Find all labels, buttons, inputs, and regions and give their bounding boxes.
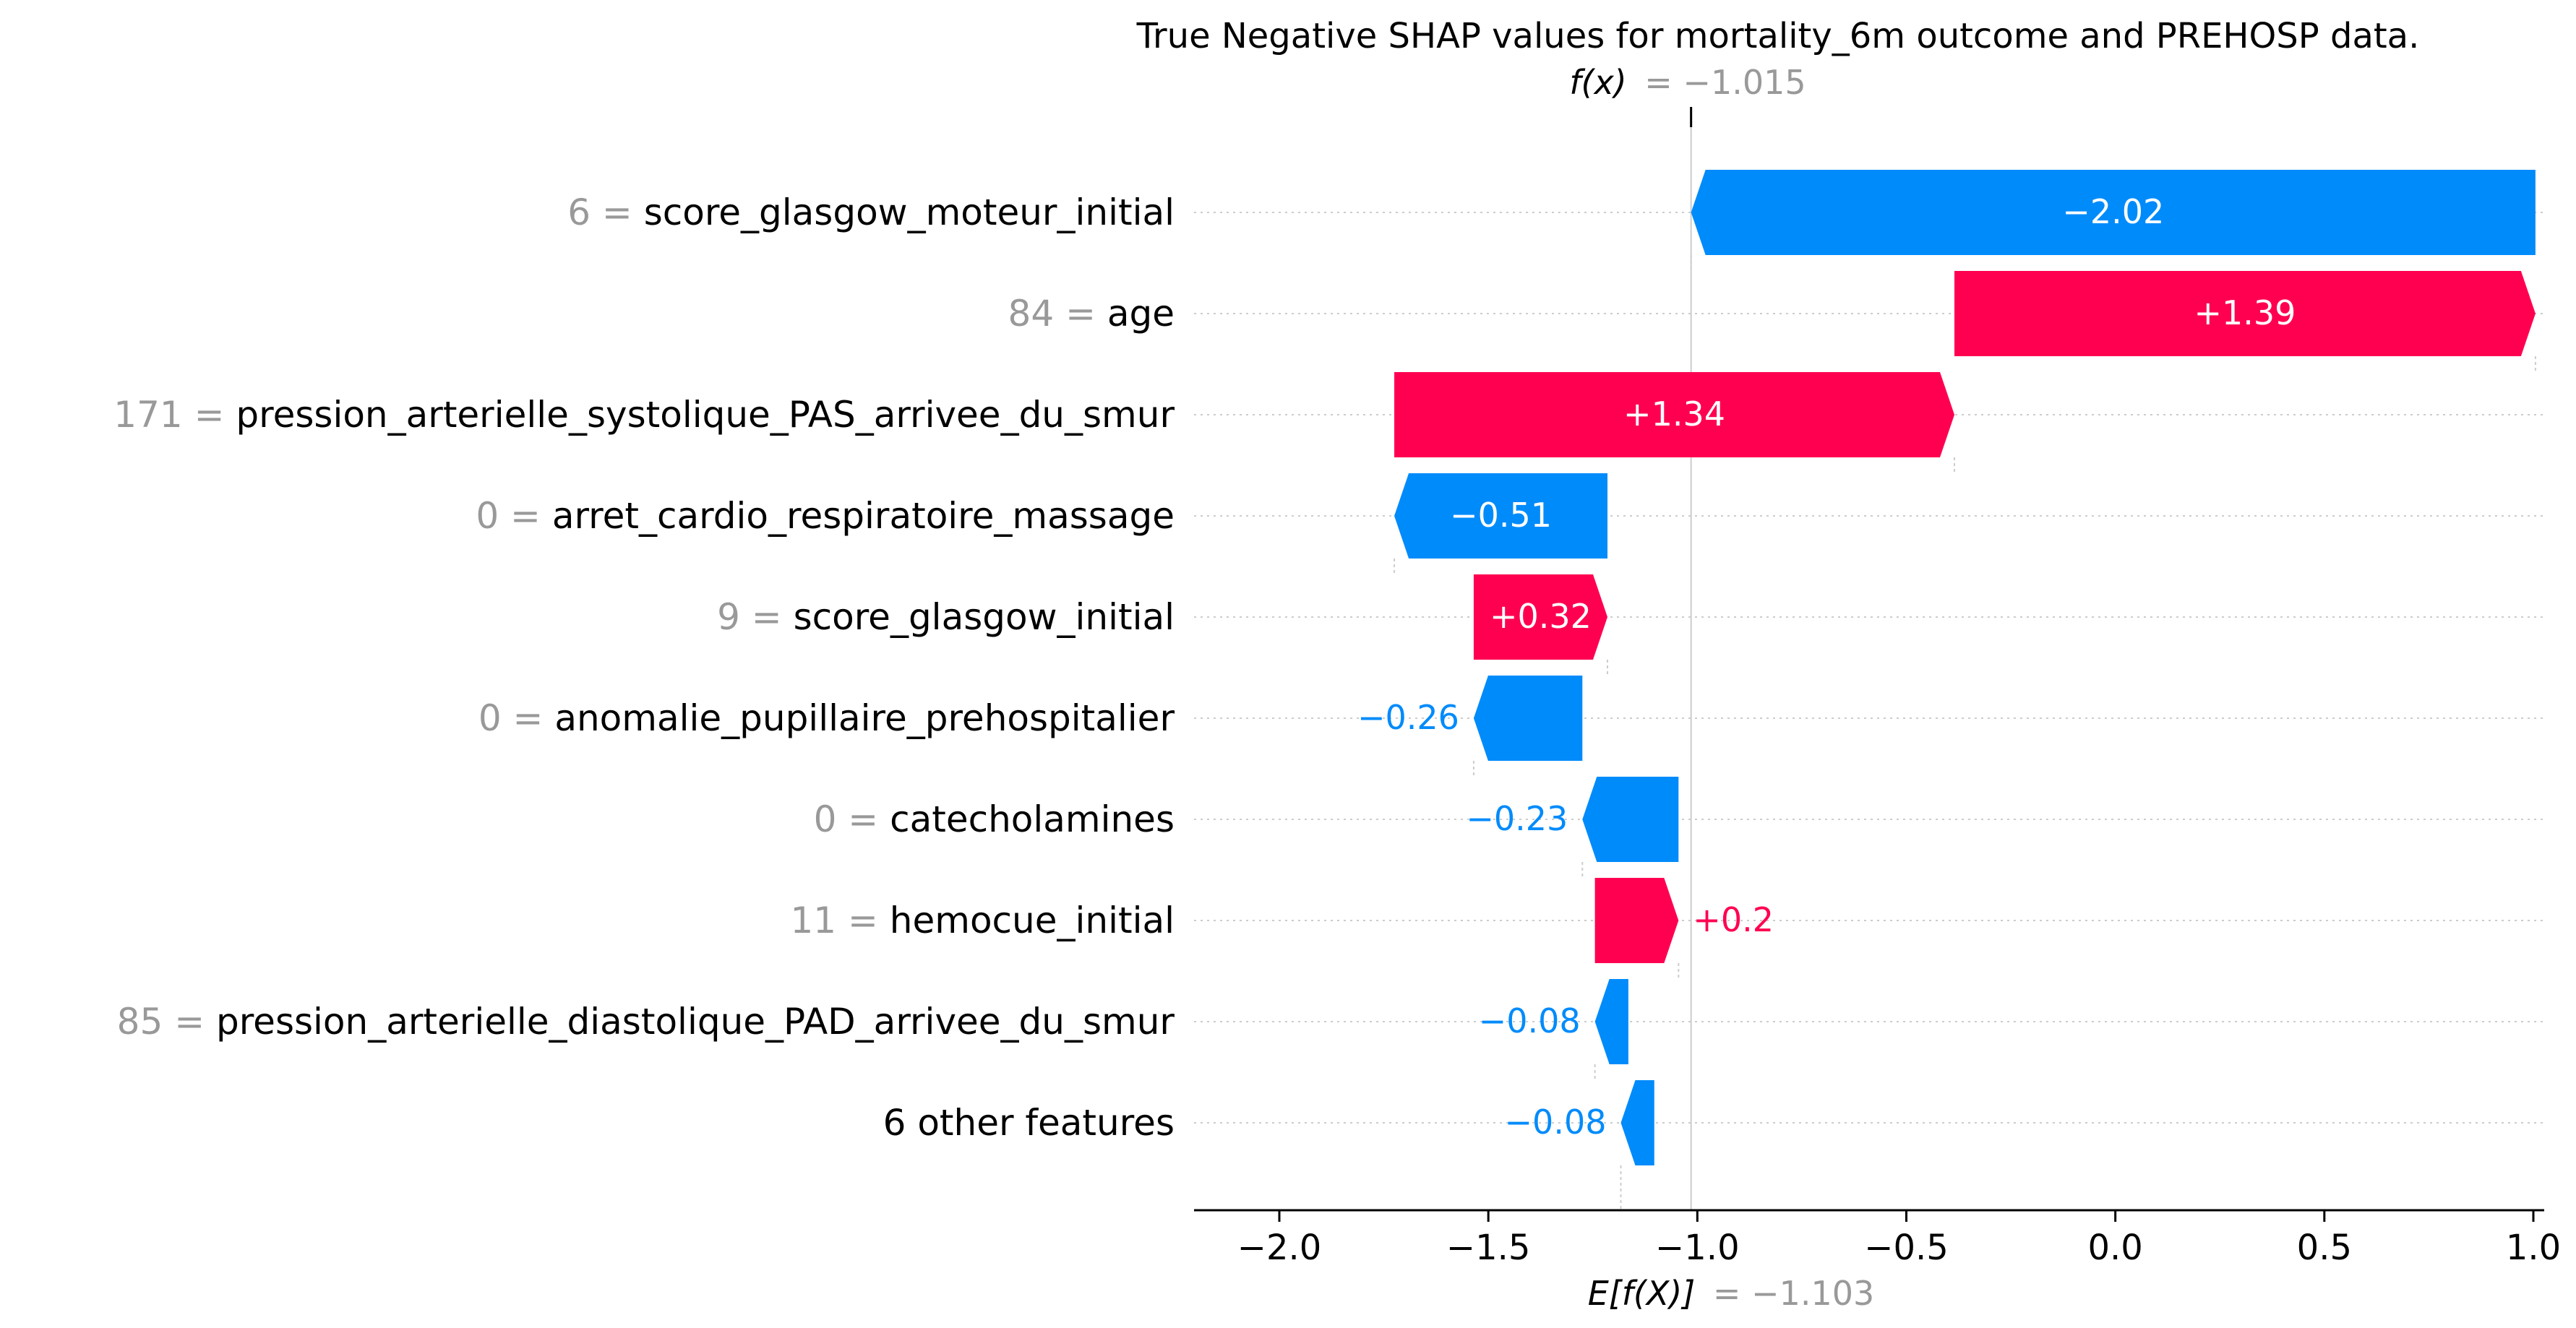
efx-annotation: E[f(X)] = −1.103 [1588,1274,1875,1313]
chart-title: True Negative SHAP values for mortality_… [1136,16,2420,56]
fx-annotation: f(x) = −1.015 [1569,63,1806,102]
feature-value: 0 = [476,495,552,537]
bar-value-label: −0.08 [1479,1001,1581,1040]
feature-name: catecholamines [890,798,1175,840]
feature-name: hemocue_initial [890,900,1175,941]
feature-label: 171 = pression_arterielle_systolique_PAS… [113,394,1175,436]
feature-label: 11 = hemocue_initial [790,900,1175,941]
feature-name: arret_cardio_respiratoire_massage [552,495,1175,537]
fx-label: f(x) [1569,63,1626,102]
feature-value: 0 = [814,798,890,840]
x-tick-label: 1.0 [2506,1228,2561,1268]
waterfall-bar [1582,777,1679,862]
efx-label: E[f(X)] [1588,1274,1696,1313]
waterfall-bar [1954,271,2536,356]
bar-value-label: −0.08 [1505,1103,1607,1142]
fx-value: = −1.015 [1644,63,1806,102]
feature-name: score_glasgow_moteur_initial [644,191,1175,233]
feature-value: 0 = [478,697,555,739]
feature-value: 9 = [717,596,794,638]
x-tick-label: 0.0 [2087,1228,2142,1268]
waterfall-bar [1594,979,1628,1064]
feature-name: age [1107,293,1175,335]
bar-value-label: +1.39 [2194,293,2296,332]
feature-value: 6 = [567,191,644,233]
feature-label: 0 = arret_cardio_respiratoire_massage [476,495,1175,537]
feature-name: pression_arterielle_diastolique_PAD_arri… [216,1001,1175,1043]
x-tick-label: −0.5 [1864,1228,1949,1268]
waterfall-bar [1594,878,1679,963]
bar-value-label: −0.51 [1450,496,1552,535]
bar-value-label: −2.02 [2062,192,2164,231]
feature-label: 6 other features [883,1102,1175,1144]
waterfall-bar [1394,473,1607,559]
feature-label: 9 = score_glasgow_initial [717,596,1175,638]
feature-value: 11 = [790,900,889,941]
efx-value: = −1.103 [1713,1274,1874,1313]
feature-label: 0 = anomalie_pupillaire_prehospitalier [478,697,1175,739]
feature-value: 84 = [1008,293,1107,335]
feature-label: 0 = catecholamines [814,798,1175,840]
feature-name: 6 other features [883,1102,1175,1144]
waterfall-bar [1473,574,1607,660]
feature-name: pression_arterielle_systolique_PAS_arriv… [236,394,1175,436]
bar-value-label: +1.34 [1623,394,1725,434]
waterfall-bar [1473,676,1583,761]
feature-label: 85 = pression_arterielle_diastolique_PAD… [117,1001,1175,1043]
feature-name: anomalie_pupillaire_prehospitalier [554,697,1175,739]
x-tick-label: −2.0 [1237,1228,1322,1268]
bar-value-label: −0.23 [1466,799,1568,838]
waterfall-bar [1620,1080,1654,1165]
x-tick-label: 0.5 [2297,1228,2352,1268]
feature-value: 171 = [113,394,236,436]
waterfall-bar [1394,372,1955,457]
bar-value-label: +0.2 [1693,900,1774,939]
x-tick-label: −1.5 [1446,1228,1531,1268]
feature-value: 85 = [117,1001,216,1043]
x-tick-label: −1.0 [1655,1228,1740,1268]
bar-value-label: +0.32 [1490,597,1592,636]
waterfall-bar [1691,170,2536,255]
feature-label: 84 = age [1008,293,1175,335]
bar-value-label: −0.26 [1357,698,1459,737]
feature-name: score_glasgow_initial [794,596,1175,638]
feature-label: 6 = score_glasgow_moteur_initial [567,191,1175,233]
